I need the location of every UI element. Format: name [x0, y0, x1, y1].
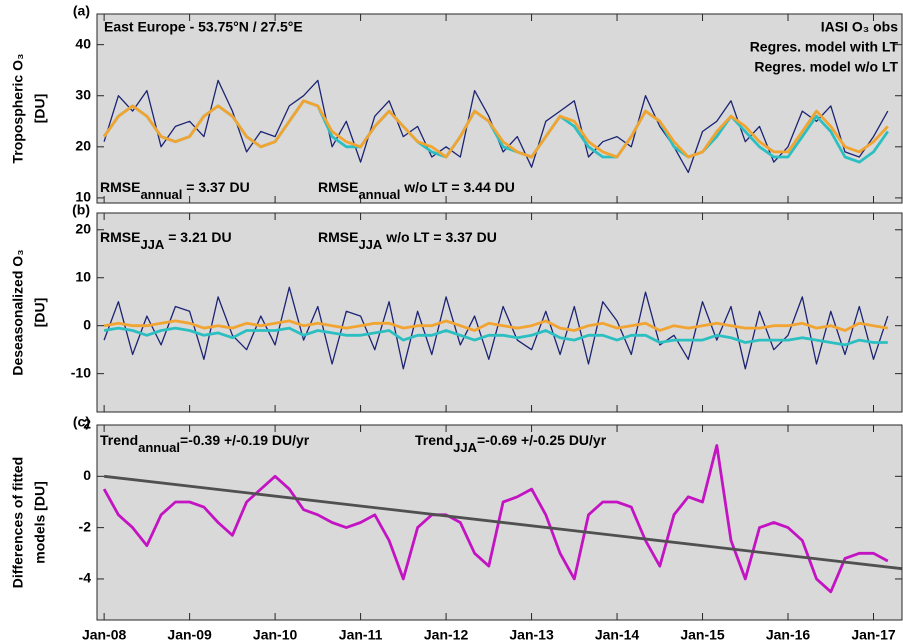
panel-label: (b): [72, 202, 90, 218]
data-line: [103, 326, 888, 347]
annotation: TrendJJA=-0.69 +/-0.25 DU/yr: [415, 432, 607, 455]
annotation: RMSEannual = 3.37 DU: [100, 179, 250, 202]
y-tick-label: 2: [83, 416, 91, 432]
y-tick-label: -10: [71, 364, 91, 380]
data-line: [103, 474, 903, 571]
annotation-text: w/o LT = 3.44 DU: [400, 179, 515, 195]
x-tick-label: Jan-12: [424, 627, 469, 643]
annotation-text: Trend: [415, 432, 453, 448]
annotation-subscript: annual: [140, 187, 182, 202]
y-tick-label: 20: [75, 220, 91, 236]
annotation: RMSEannual w/o LT = 3.44 DU: [318, 179, 515, 202]
annotation-subscript: annual: [358, 187, 400, 202]
annotation-text: RMSE: [318, 229, 358, 245]
y-tick-label: 40: [75, 35, 91, 51]
panel-label: (c): [73, 414, 90, 430]
y-tick-label: -2: [79, 518, 92, 534]
annotation-text: RMSE: [100, 179, 140, 195]
annotation-text: RMSE: [318, 179, 358, 195]
y-tick-label: 20: [75, 138, 91, 154]
y-axis-label: [DU]: [32, 94, 48, 124]
legend-entry: Regres. model w/o LT: [754, 59, 898, 75]
panel-label: (a): [73, 3, 90, 19]
x-tick-label: Jan-10: [253, 627, 298, 643]
annotation: RMSEJJA w/o LT = 3.37 DU: [318, 229, 497, 252]
y-axis-label: models [DU]: [32, 481, 48, 563]
x-tick-label: Jan-15: [680, 627, 725, 643]
annotation-subscript: annual: [138, 440, 180, 455]
annotation: RMSEJJA = 3.21 DU: [100, 229, 232, 252]
data-line: [102, 444, 889, 594]
y-tick-label: 0: [83, 316, 91, 332]
axes-frame: [96, 212, 903, 413]
annotation-text: = 3.37 DU: [182, 179, 249, 195]
x-tick-label: Jan-08: [82, 627, 127, 643]
y-tick-label: -4: [79, 570, 92, 586]
x-tick-label: Jan-14: [595, 627, 640, 643]
y-axis-label: [DU]: [32, 298, 48, 328]
x-tick-label: Jan-09: [167, 627, 212, 643]
annotation-text: w/o LT = 3.37 DU: [382, 229, 497, 245]
axes-frame: [96, 424, 903, 621]
annotation-text: = 3.21 DU: [164, 229, 231, 245]
axes-frame: [96, 13, 903, 204]
data-line: [103, 319, 889, 332]
y-axis-label: Tropospheric O₃: [10, 54, 26, 164]
annotation-text: =-0.39 +/-0.19 DU/yr: [180, 432, 310, 448]
annotation-text: Trend: [100, 432, 138, 448]
x-tick-label: Jan-16: [766, 627, 811, 643]
y-tick-label: 10: [75, 189, 91, 205]
y-tick-label: 30: [75, 86, 91, 102]
annotation-subscript: JJA: [358, 237, 382, 252]
x-tick-label: Jan-17: [851, 627, 896, 643]
annotation-text: =-0.69 +/-0.25 DU/yr: [477, 432, 607, 448]
annotation-text: RMSE: [100, 229, 140, 245]
plot-area: [97, 213, 902, 412]
legend-entry: IASI O₃ obs: [821, 19, 898, 35]
y-tick-label: 0: [83, 467, 91, 483]
y-axis-label: Differences of fitted: [10, 457, 26, 588]
chart-title: East Europe - 53.75°N / 27.5°E: [104, 19, 303, 35]
y-tick-label: 10: [75, 268, 91, 284]
annotation-subscript: JJA: [453, 440, 477, 455]
y-axis-label: Deseasonalized O₃: [10, 249, 26, 375]
x-tick-label: Jan-13: [509, 627, 554, 643]
legend-entry: Regres. model with LT: [750, 39, 899, 55]
x-tick-label: Jan-11: [339, 627, 383, 643]
annotation-subscript: JJA: [140, 237, 164, 252]
data-line: [102, 99, 889, 159]
annotation: Trendannual=-0.39 +/-0.19 DU/yr: [100, 432, 310, 455]
